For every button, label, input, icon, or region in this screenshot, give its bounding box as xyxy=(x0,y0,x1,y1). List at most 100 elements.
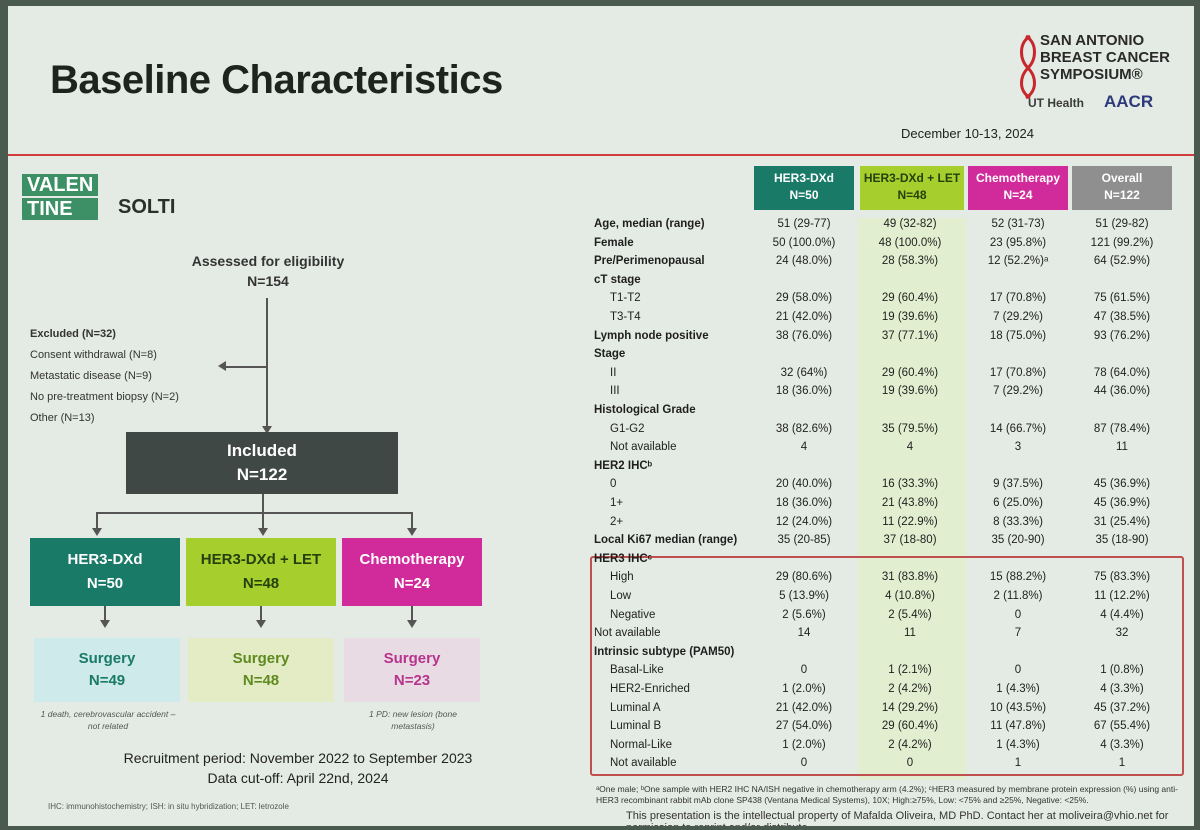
flow-line xyxy=(411,512,413,530)
flow-line xyxy=(104,606,106,620)
row-label: Female xyxy=(594,236,634,249)
row-value: 1 xyxy=(1014,757,1022,770)
row-value: 45 (36.9%) xyxy=(1093,478,1151,491)
table-row: HER2 IHCᵇ xyxy=(594,460,1184,477)
row-value: 0 xyxy=(1014,664,1022,677)
row-value: 27 (54.0%) xyxy=(775,720,833,733)
row-value: 7 xyxy=(1014,627,1022,640)
row-value: 52 (31-73) xyxy=(991,218,1045,230)
row-label: HER3 IHCᶜ xyxy=(594,552,653,565)
row-value: 29 (60.4%) xyxy=(881,720,939,733)
row-value: 4 (10.8%) xyxy=(885,590,935,602)
row-value: 4 (3.3%) xyxy=(1100,738,1144,751)
table-row: cT stage xyxy=(594,274,1184,291)
row-value: 19 (39.6%) xyxy=(881,311,939,323)
row-value: 93 (76.2%) xyxy=(1093,329,1151,342)
row-value: 51 (29-82) xyxy=(1095,218,1149,230)
row-value: 17 (70.8%) xyxy=(989,366,1047,379)
row-label: cT stage xyxy=(594,273,641,286)
surgery-box-her3dxd-let: Surgery N=48 xyxy=(188,638,334,702)
surgery-label: Surgery xyxy=(383,650,441,667)
excluded-item: No pre-treatment biopsy (N=2) xyxy=(30,391,179,403)
table-row: II 32 (64%) 29 (60.4%) 17 (70.8%) 78 (64.0%) xyxy=(594,367,1184,384)
row-value: 16 (33.3%) xyxy=(881,478,939,491)
row-label: Intrinsic subtype (PAM50) xyxy=(594,645,735,658)
row-label: Stage xyxy=(594,348,626,361)
row-label: 0 xyxy=(610,478,617,491)
row-value: 11 xyxy=(1116,441,1128,454)
row-value: 67 (55.4%) xyxy=(1093,720,1151,733)
row-value: 28 (58.3%) xyxy=(881,255,939,268)
row-label: III xyxy=(610,385,620,398)
row-value: 35 (79.5%) xyxy=(881,422,939,435)
arm-box-her3dxd-let: HER3-DXd + LET N=48 xyxy=(186,538,336,606)
row-value: 11 (22.9%) xyxy=(882,515,938,528)
recruitment-period: Recruitment period: November 2022 to Sep… xyxy=(123,750,473,766)
excluded-item: Other (N=13) xyxy=(30,412,95,424)
assessed-box: Assessed for eligibility N=154 xyxy=(168,251,368,291)
included-n: N=122 xyxy=(236,465,288,484)
column-name: HER3-DXd xyxy=(773,171,834,185)
row-value: 44 (36.0%) xyxy=(1093,385,1151,398)
row-value: 21 (42.0%) xyxy=(775,311,833,323)
table-row: Luminal B 27 (54.0%) 29 (60.4%) 11 (47.8%) 6… xyxy=(594,720,1184,737)
row-label: II xyxy=(610,366,617,379)
row-value: 11 (47.8%) xyxy=(990,720,1046,733)
row-value: 1 (2.1%) xyxy=(888,664,932,677)
row-value: 32 (64%) xyxy=(780,366,828,379)
row-value: 1 xyxy=(1118,757,1126,770)
table-row: HER3 IHCᶜ xyxy=(594,553,1184,570)
surgery-box-chemotherapy: Surgery N=23 xyxy=(344,638,480,702)
row-value: 18 (36.0%) xyxy=(775,497,833,509)
row-label: Luminal A xyxy=(610,701,661,714)
table-row: Not available 14 11 7 32 xyxy=(594,627,1184,644)
row-label: HER2-Enriched xyxy=(610,683,690,695)
flow-line xyxy=(262,494,264,512)
row-value: 38 (82.6%) xyxy=(775,422,833,435)
row-value: 75 (83.3%) xyxy=(1093,571,1151,584)
table-row: Histological Grade xyxy=(594,404,1184,421)
row-value: 51 (29-77) xyxy=(777,218,831,230)
row-value: 4 xyxy=(800,441,808,454)
arrow-down-icon xyxy=(262,426,272,434)
column-header-chemotherapy: Chemotherapy N=24 xyxy=(968,166,1068,210)
row-label: G1-G2 xyxy=(610,422,645,435)
arm-name: HER3-DXd + LET xyxy=(200,551,322,568)
row-label: HER2 IHCᵇ xyxy=(594,459,653,472)
row-value: 29 (60.4%) xyxy=(881,292,939,305)
column-n: N=50 xyxy=(789,188,819,202)
sabcs-line-1: SAN ANTONIO xyxy=(1040,32,1145,49)
row-value: 45 (37.2%) xyxy=(1093,701,1151,714)
row-label: Local Ki67 median (range) xyxy=(594,534,738,547)
row-value: 14 (29.2%) xyxy=(881,701,939,714)
row-label: T1-T2 xyxy=(610,292,641,305)
ribbon-icon xyxy=(1020,34,1036,100)
row-value: 37 (77.1%) xyxy=(881,329,939,342)
row-value: 7 (29.2%) xyxy=(993,311,1043,323)
row-value: 20 (40.0%) xyxy=(775,478,833,491)
row-value: 2 (5.4%) xyxy=(888,608,932,621)
row-label: Low xyxy=(610,590,632,602)
sabcs-line-3: SYMPOSIUM® xyxy=(1040,66,1143,83)
divider xyxy=(8,154,1194,156)
row-value: 4 xyxy=(906,441,914,454)
data-cutoff: Data cut-off: April 22nd, 2024 xyxy=(207,770,389,786)
row-value: 23 (95.8%) xyxy=(989,236,1047,249)
column-n: N=122 xyxy=(1104,188,1140,202)
flow-line xyxy=(266,298,268,426)
table-row: 2+ 12 (24.0%) 11 (22.9%) 8 (33.3%) 31 (25.4%… xyxy=(594,516,1184,533)
row-value: 64 (52.9%) xyxy=(1093,255,1151,268)
row-value: 11 (12.2%) xyxy=(1094,590,1150,602)
row-label: Histological Grade xyxy=(594,404,696,416)
row-label: Normal-Like xyxy=(610,738,672,751)
table-row: 1+ 18 (36.0%) 21 (43.8%) 6 (25.0%) 45 (36.9%… xyxy=(594,497,1184,514)
column-n: N=24 xyxy=(1003,188,1033,202)
her3-subtype-highlight-box xyxy=(590,556,1184,776)
arm-note: 1 PD: new lesion (bone metastasis) xyxy=(369,709,457,731)
table-row: 0 20 (40.0%) 16 (33.3%) 9 (37.5%) 45 (36.9%) xyxy=(594,478,1184,495)
row-value: 4 (4.4%) xyxy=(1100,608,1144,621)
row-value: 1 (2.0%) xyxy=(782,738,826,751)
column-name: Chemotherapy xyxy=(975,171,1061,185)
row-value: 12 (52.2%)ᵃ xyxy=(987,255,1049,268)
row-value: 5 (13.9%) xyxy=(779,590,829,602)
